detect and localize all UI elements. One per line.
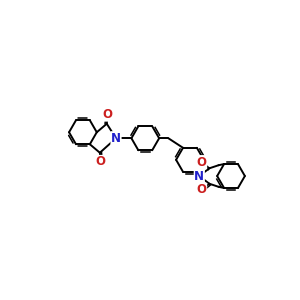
Text: O: O: [196, 183, 207, 196]
Text: N: N: [111, 132, 121, 145]
Text: O: O: [196, 156, 207, 169]
Text: N: N: [194, 169, 204, 182]
Text: O: O: [96, 155, 106, 169]
Text: O: O: [103, 108, 112, 121]
